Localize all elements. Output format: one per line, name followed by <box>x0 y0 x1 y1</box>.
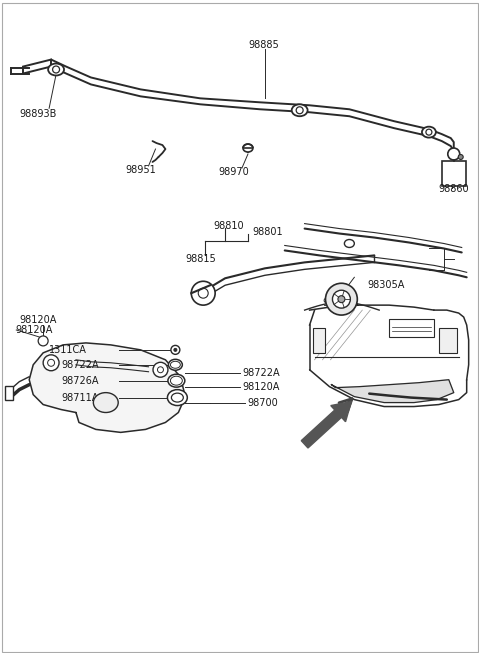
Circle shape <box>458 155 463 159</box>
Circle shape <box>192 281 215 305</box>
Ellipse shape <box>48 64 64 75</box>
Text: 98305A: 98305A <box>367 280 405 290</box>
Text: 1311CA: 1311CA <box>49 345 87 355</box>
Text: 98722A: 98722A <box>61 360 99 370</box>
Text: 98120A: 98120A <box>15 325 53 335</box>
Text: 98722A: 98722A <box>242 367 280 378</box>
Circle shape <box>338 295 345 303</box>
Text: 98810: 98810 <box>213 221 244 231</box>
Polygon shape <box>29 343 185 432</box>
Ellipse shape <box>168 374 185 387</box>
Ellipse shape <box>93 392 118 413</box>
Ellipse shape <box>344 240 354 248</box>
Ellipse shape <box>243 144 253 152</box>
Text: 98801: 98801 <box>252 227 283 236</box>
Text: 98970: 98970 <box>218 167 249 177</box>
Text: 9835LR: 9835LR <box>323 298 360 308</box>
Text: 98120A: 98120A <box>19 315 57 325</box>
Circle shape <box>448 148 460 160</box>
Circle shape <box>325 283 357 315</box>
Bar <box>5 386 13 400</box>
Ellipse shape <box>168 390 187 405</box>
Circle shape <box>333 290 350 308</box>
Ellipse shape <box>292 104 308 116</box>
Text: 98726A: 98726A <box>61 376 98 386</box>
Text: 98120A: 98120A <box>242 382 279 392</box>
Text: 98860: 98860 <box>439 184 469 194</box>
Ellipse shape <box>422 126 436 138</box>
Bar <box>439 328 457 353</box>
Text: 98700: 98700 <box>247 398 278 407</box>
Bar <box>389 319 434 337</box>
Circle shape <box>38 336 48 346</box>
Bar <box>442 161 466 186</box>
Ellipse shape <box>168 360 182 370</box>
Text: 98711A: 98711A <box>61 392 98 403</box>
Text: 98951: 98951 <box>126 165 156 175</box>
FancyArrow shape <box>301 402 351 448</box>
Circle shape <box>153 362 168 377</box>
Bar <box>312 328 324 353</box>
Text: 98885: 98885 <box>248 40 279 50</box>
Circle shape <box>171 345 180 354</box>
Circle shape <box>43 355 59 371</box>
Text: 98893B: 98893B <box>19 109 57 119</box>
Polygon shape <box>332 380 454 403</box>
Circle shape <box>174 348 177 351</box>
Text: 98815: 98815 <box>185 254 216 265</box>
Circle shape <box>198 288 208 298</box>
